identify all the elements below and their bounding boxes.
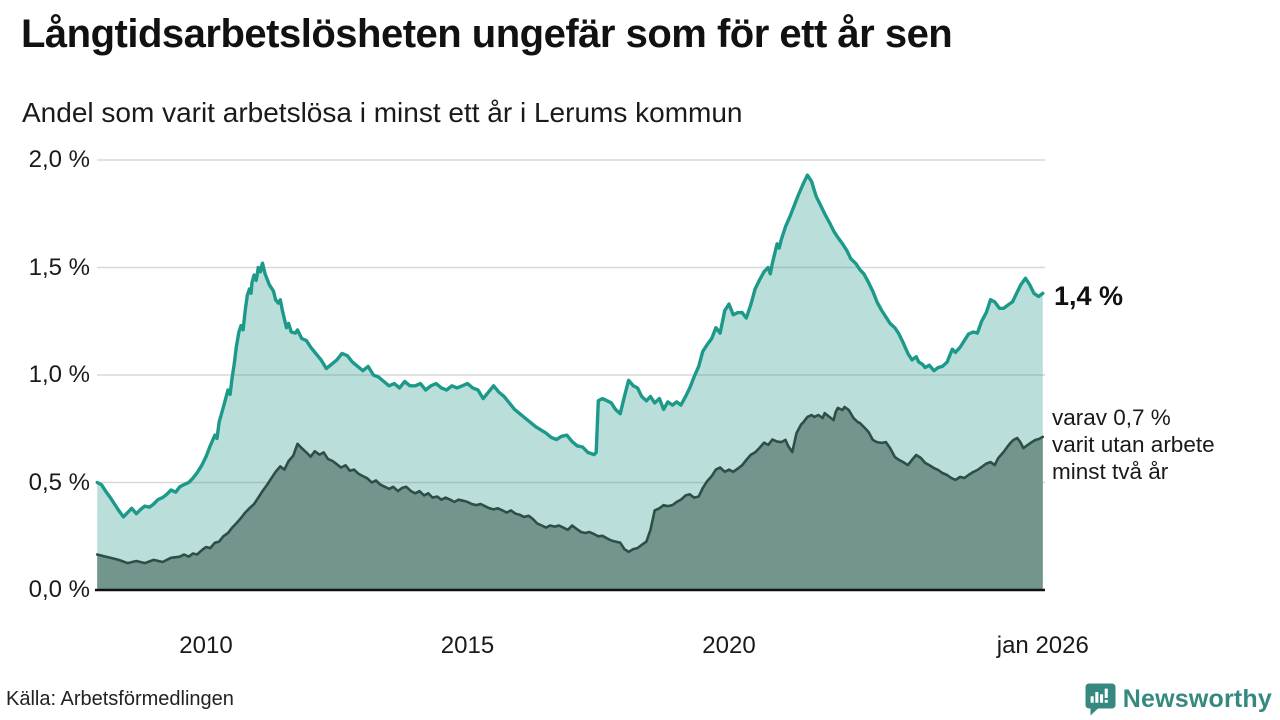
y-tick-label: 0,5 % — [28, 468, 90, 496]
series-line-1 — [95, 405, 1045, 565]
x-tick-label: jan 2026 — [996, 632, 1089, 659]
brand-logo: Newsworthy — [1085, 681, 1272, 717]
latest-value-annotation: 1,4 % — [1054, 281, 1124, 311]
secondary-annotation-line2: varit utan arbete — [1052, 432, 1215, 457]
series-line-0 — [95, 173, 1045, 519]
chart-subtitle: Andel som varit arbetslösa i minst ett å… — [22, 97, 743, 128]
secondary-annotation-line3: minst två år — [1052, 459, 1169, 484]
brand-name: Newsworthy — [1122, 684, 1272, 713]
secondary-series-annotation: varav 0,7 % varit utan arbete minst två … — [1052, 404, 1215, 485]
x-tick-label: 2020 — [702, 632, 756, 659]
series-area-1 — [97, 407, 1043, 590]
y-tick-label: 2,0 % — [28, 146, 90, 173]
secondary-annotation-line1: varav 0,7 % — [1052, 405, 1171, 430]
y-tick-label: 1,0 % — [28, 361, 90, 388]
newsworthy-icon — [1085, 683, 1116, 715]
page-title: Långtidsarbetslösheten ungefär som för e… — [21, 12, 953, 56]
source-note: Källa: Arbetsförmedlingen — [6, 688, 234, 710]
x-tick-label: 2010 — [179, 632, 233, 659]
y-tick-label: 0,0 % — [28, 576, 90, 603]
y-tick-label: 1,5 % — [28, 253, 90, 281]
x-tick-label: 2015 — [440, 632, 495, 659]
